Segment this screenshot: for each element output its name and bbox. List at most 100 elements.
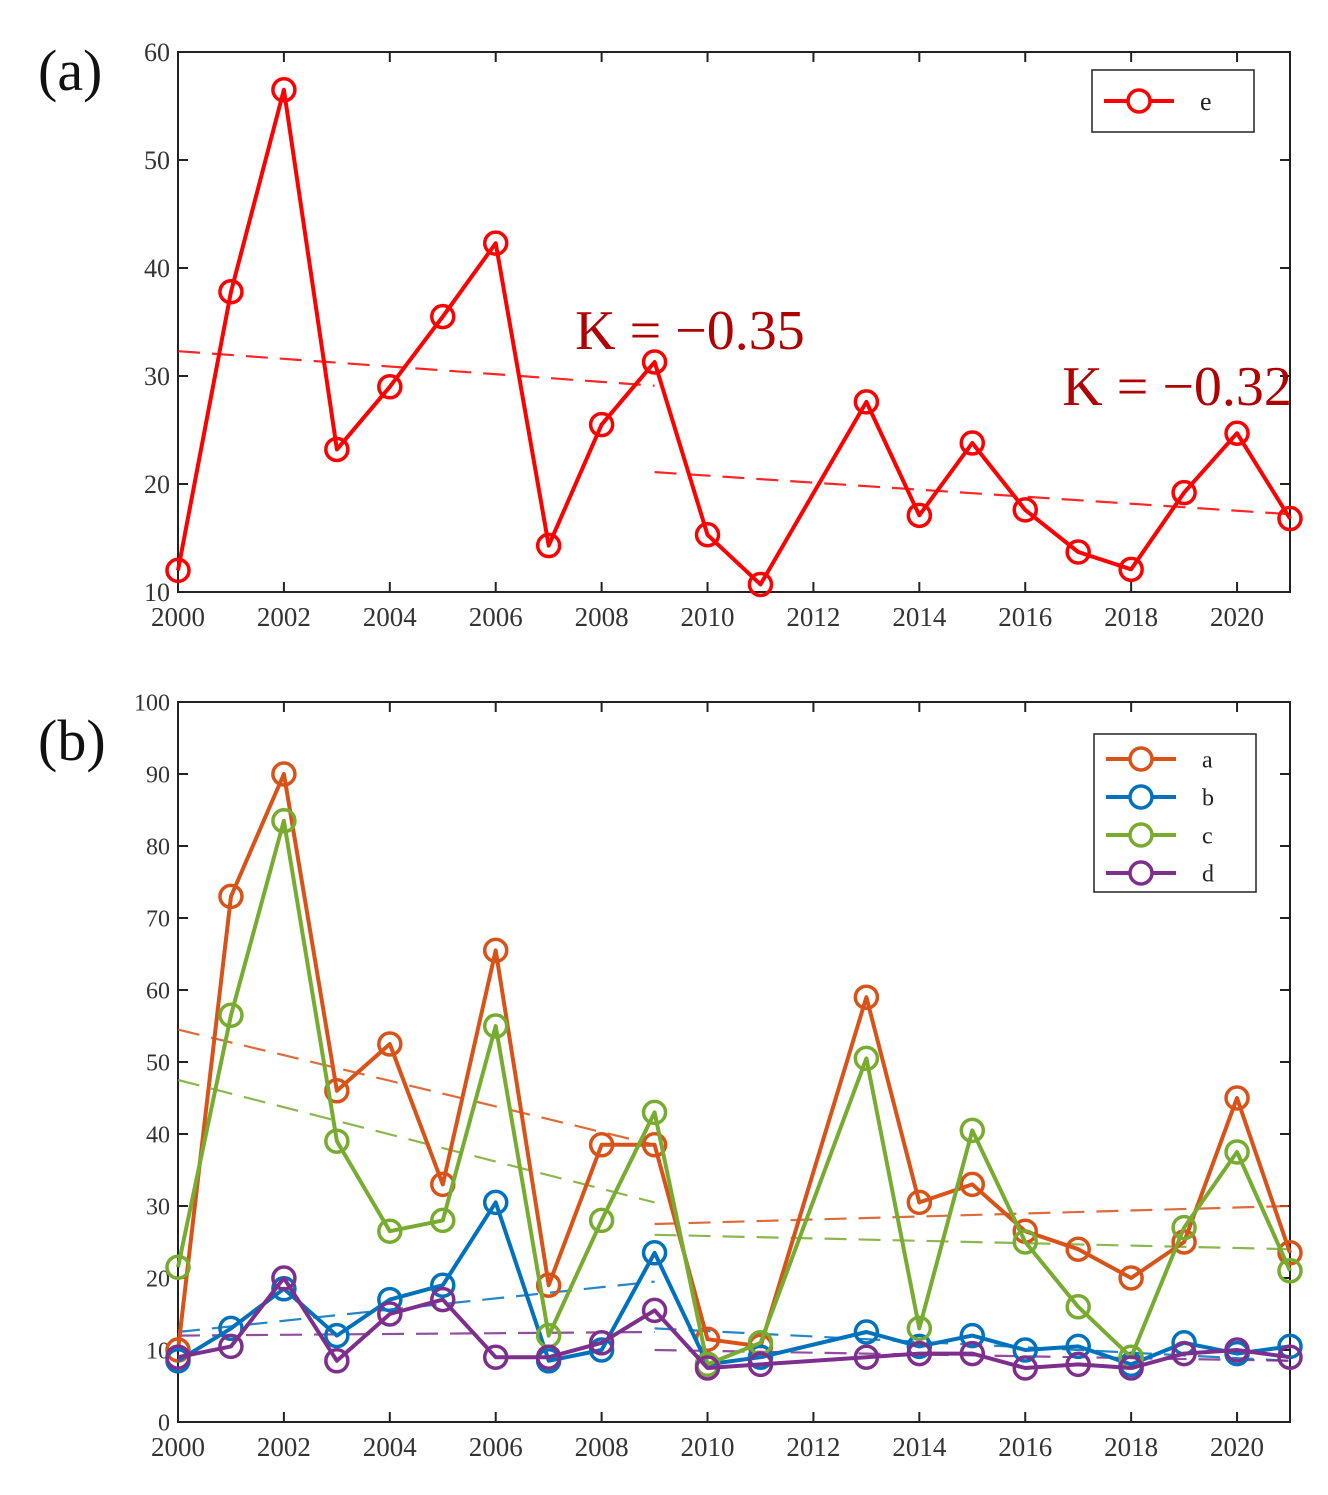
data-point-d <box>482 1344 509 1370</box>
data-point-d <box>271 1265 297 1291</box>
panel-label: (a) <box>38 38 102 103</box>
slope-annotation: K = −0.32 <box>1062 356 1292 418</box>
data-point-d <box>1171 1340 1197 1367</box>
trend-line-c <box>654 1233 1291 1251</box>
data-point-e <box>1065 539 1091 565</box>
legend-marker-a <box>1128 746 1154 772</box>
data-point-d <box>1065 1351 1091 1378</box>
x-tick-label: 2012 <box>786 1432 840 1462</box>
data-point-e <box>588 411 615 438</box>
data-point-e <box>535 532 562 559</box>
data-point-d <box>165 1344 191 1370</box>
data-point-b <box>430 1272 456 1298</box>
legend-label-c: c <box>1202 823 1213 849</box>
y-tick-label: 50 <box>146 1050 170 1076</box>
data-point-d <box>1277 1344 1303 1370</box>
data-point-d <box>906 1340 933 1367</box>
data-point-c <box>906 1315 933 1342</box>
legend-marker-e <box>1126 88 1152 114</box>
x-tick-label: 2004 <box>363 1432 418 1462</box>
y-tick-label: 90 <box>146 762 170 788</box>
data-point-a <box>165 1337 191 1363</box>
data-point-b <box>906 1333 933 1360</box>
data-point-d <box>747 1351 774 1378</box>
x-tick-label: 2016 <box>998 602 1052 632</box>
data-point-e <box>853 389 880 415</box>
data-point-c <box>165 1254 191 1280</box>
data-point-a <box>218 883 244 910</box>
y-tick-label: 60 <box>146 978 170 1004</box>
data-point-e <box>959 430 986 456</box>
y-tick-label: 70 <box>146 906 170 932</box>
data-point-e <box>1224 420 1250 446</box>
data-point-e <box>271 77 297 103</box>
y-tick-label: 30 <box>146 1194 170 1220</box>
legend-label-a: a <box>1202 747 1213 773</box>
panel-label: (b) <box>38 708 106 773</box>
y-tick-label: 20 <box>144 470 170 499</box>
y-tick-label: 50 <box>144 146 170 175</box>
data-point-c <box>1171 1214 1197 1241</box>
data-point-b <box>1277 1333 1303 1360</box>
y-tick-label: 100 <box>134 690 170 716</box>
series-line-d <box>177 1276 1291 1370</box>
data-point-e <box>165 557 191 584</box>
data-point-c <box>430 1207 456 1234</box>
data-point-a <box>853 984 880 1010</box>
x-tick-label: 2008 <box>575 1432 629 1462</box>
data-point-c <box>641 1099 668 1126</box>
data-point-c <box>218 1002 244 1028</box>
data-point-b <box>324 1322 350 1349</box>
data-point-a <box>535 1272 562 1298</box>
x-tick-label: 2006 <box>469 602 523 632</box>
x-tick-label: 2020 <box>1210 602 1264 632</box>
data-point-e <box>377 374 403 400</box>
data-point-d <box>218 1333 244 1360</box>
data-point-c <box>959 1117 986 1144</box>
trend-line-e <box>654 471 1291 516</box>
x-tick-label: 2016 <box>998 1432 1052 1462</box>
data-point-b <box>959 1322 986 1349</box>
x-tick-label: 2010 <box>681 1432 735 1462</box>
data-point-a <box>377 1031 403 1057</box>
panel-a: (a) 10 20 30 40 50 60 2000 2002 2004 2006 2008 2010 2… <box>38 38 1303 632</box>
trend-line-a <box>177 1028 655 1146</box>
data-point-a <box>906 1189 933 1216</box>
x-tick-label: 2000 <box>151 1432 205 1462</box>
x-tick-label: 2018 <box>1104 602 1158 632</box>
data-point-e <box>430 303 456 330</box>
data-point-b <box>377 1286 403 1313</box>
data-point-d <box>377 1301 403 1327</box>
data-point-e <box>1171 479 1197 506</box>
data-point-d <box>694 1355 721 1381</box>
y-tick-label: 0 <box>158 1410 170 1436</box>
data-point-b <box>853 1319 880 1345</box>
data-point-c <box>1065 1294 1091 1320</box>
x-tick-label: 2012 <box>786 602 840 632</box>
y-tick-label: 80 <box>146 834 170 860</box>
legend-marker-b <box>1128 784 1154 810</box>
data-point-d <box>641 1297 668 1324</box>
data-point-d <box>853 1344 880 1370</box>
legend-marker-c <box>1128 822 1154 848</box>
data-point-a <box>324 1078 350 1104</box>
data-point-b <box>588 1337 615 1363</box>
y-tick-label: 40 <box>144 254 170 283</box>
legend-label-b: b <box>1202 785 1214 811</box>
data-point-a <box>1118 1265 1144 1291</box>
data-point-d <box>430 1286 456 1313</box>
data-point-c <box>377 1218 403 1244</box>
x-tick-label: 2014 <box>892 602 947 632</box>
data-point-e <box>1277 505 1303 532</box>
legend-label-e: e <box>1200 87 1212 116</box>
data-point-d <box>1224 1337 1250 1363</box>
data-point-e <box>1012 497 1038 523</box>
x-tick-label: 2002 <box>257 602 311 632</box>
plot-frame <box>177 51 1291 593</box>
data-point-b <box>218 1315 244 1342</box>
x-tick-label: 2006 <box>469 1432 523 1462</box>
data-point-b <box>1012 1337 1038 1363</box>
data-point-a <box>482 937 509 964</box>
